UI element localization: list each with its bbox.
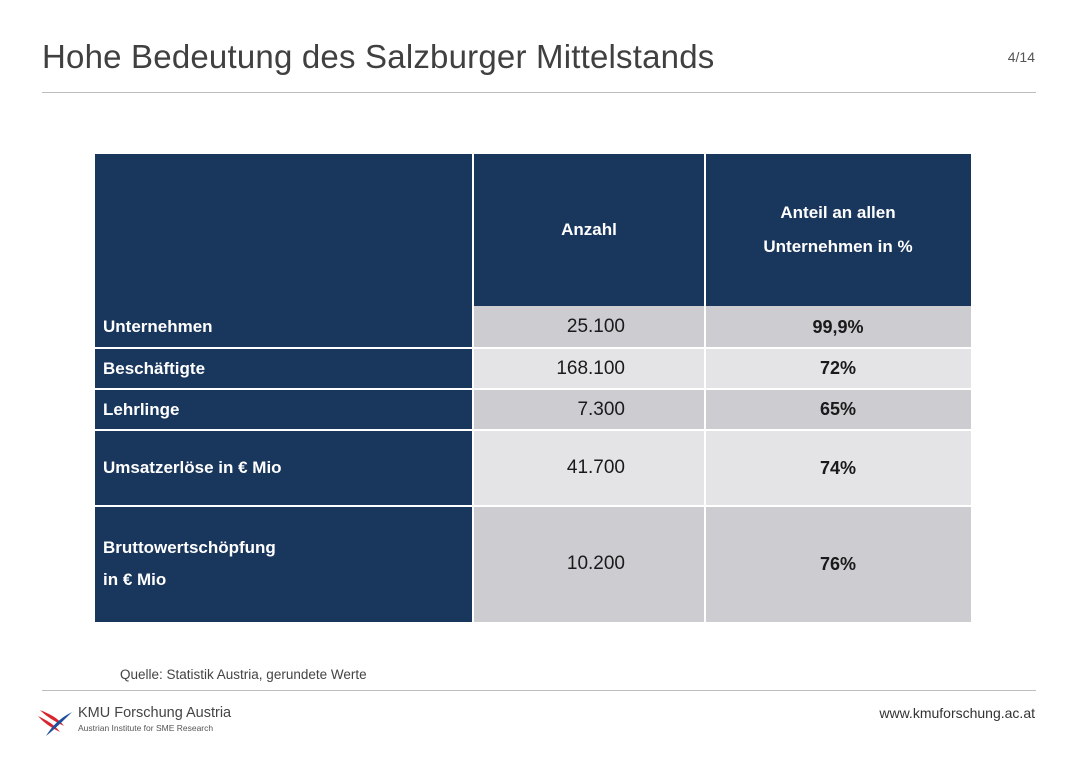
share-value: 74%	[819, 457, 857, 478]
page-title: Hohe Bedeutung des Salzburger Mittelstan…	[42, 38, 715, 75]
row-divider	[95, 347, 971, 349]
header-label-share-line2: Unternehmen in %	[763, 237, 913, 256]
table-row-label: Umsatzerlöse in € Mio	[95, 430, 473, 506]
row-label-text-line2: in € Mio	[103, 570, 167, 589]
row-label-text: Beschäftigte	[103, 358, 206, 378]
count-value: 25.100	[566, 316, 625, 337]
row-label-text: Unternehmen	[103, 317, 213, 336]
table-cell-count: 10.200	[473, 506, 705, 622]
row-label-text: Umsatzerlöse in € Mio	[103, 458, 282, 477]
table-cell-count: 7.300	[473, 389, 705, 430]
logo-subtitle: Austrian Institute for SME Research	[78, 723, 214, 733]
table-cell-share: 65%	[705, 389, 971, 430]
header-label-count: Anzahl	[561, 220, 617, 239]
footer-divider	[42, 690, 1036, 691]
count-value: 7.300	[577, 398, 625, 420]
page-number: 4/14	[1007, 49, 1035, 65]
table-row-label: Lehrlinge	[95, 389, 473, 430]
row-label-text: Lehrlinge	[103, 399, 180, 419]
kmu-logo-mark-icon	[38, 710, 72, 736]
row-divider	[95, 505, 971, 507]
table-cell-count: 25.100	[473, 306, 705, 348]
row-divider	[95, 388, 971, 390]
table-cell-count: 41.700	[473, 430, 705, 506]
row-label-text: Bruttowertschöpfung	[103, 538, 276, 557]
row-divider	[95, 429, 971, 431]
share-value: 99,9%	[812, 316, 864, 337]
count-value: 41.700	[566, 457, 625, 478]
table-header-count: Anzahl	[473, 154, 705, 306]
table-header-share: Anteil an allen Unternehmen in %	[705, 154, 971, 306]
count-value: 10.200	[566, 553, 625, 574]
table-header-empty	[95, 154, 473, 306]
footer-url[interactable]: www.kmuforschung.ac.at	[879, 705, 1035, 721]
count-value: 168.100	[556, 357, 625, 379]
table-cell-share: 72%	[705, 348, 971, 389]
share-value: 72%	[819, 358, 857, 378]
table-cell-share: 76%	[705, 506, 971, 622]
table-row-label: Unternehmen	[95, 306, 473, 348]
table-cell-share: 74%	[705, 430, 971, 506]
title-divider	[42, 92, 1036, 93]
kmu-logo: KMU Forschung Austria Austrian Institute…	[36, 702, 236, 742]
data-table: Anzahl Anteil an allen Unternehmen in % …	[95, 154, 971, 622]
table-cell-share: 99,9%	[705, 306, 971, 348]
table-row-label: Beschäftigte	[95, 348, 473, 389]
header-label-share-line1: Anteil an allen	[780, 203, 896, 222]
logo-wordmark: KMU Forschung Austria	[78, 705, 232, 721]
share-value: 65%	[819, 399, 857, 419]
source-note: Quelle: Statistik Austria, gerundete Wer…	[120, 667, 367, 682]
share-value: 76%	[819, 553, 857, 574]
table-cell-count: 168.100	[473, 348, 705, 389]
table-row-label: Bruttowertschöpfung in € Mio	[95, 506, 473, 622]
